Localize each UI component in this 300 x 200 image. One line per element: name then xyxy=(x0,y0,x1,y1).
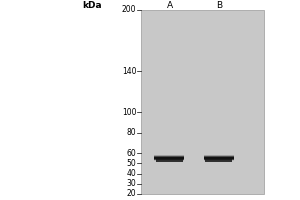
Bar xyxy=(204,155,234,156)
Bar xyxy=(204,158,234,159)
Bar xyxy=(154,157,184,158)
Bar xyxy=(204,156,234,157)
Bar xyxy=(204,160,234,161)
Text: 140: 140 xyxy=(122,67,136,76)
Bar xyxy=(154,155,184,156)
Bar xyxy=(154,159,184,160)
Text: 50: 50 xyxy=(127,159,136,168)
Bar xyxy=(204,159,234,160)
Bar xyxy=(154,158,184,159)
Text: 20: 20 xyxy=(127,190,136,198)
Bar xyxy=(204,160,234,161)
Bar xyxy=(204,158,234,159)
Bar xyxy=(204,156,234,157)
Bar xyxy=(204,159,234,160)
Bar xyxy=(204,159,234,160)
Bar xyxy=(154,158,184,159)
Bar xyxy=(204,156,234,157)
Text: A: A xyxy=(167,1,172,10)
Bar xyxy=(154,159,184,160)
Text: 40: 40 xyxy=(127,169,136,178)
Bar xyxy=(154,158,184,159)
Bar xyxy=(204,157,234,158)
Bar xyxy=(154,158,184,159)
Bar xyxy=(154,155,184,156)
Bar xyxy=(154,157,184,158)
Bar xyxy=(154,156,184,157)
Bar xyxy=(154,160,184,161)
Bar xyxy=(204,155,234,156)
Bar xyxy=(154,160,184,161)
Text: B: B xyxy=(216,1,222,10)
Bar xyxy=(204,157,234,158)
Text: 80: 80 xyxy=(127,128,136,137)
Text: 200: 200 xyxy=(122,5,136,15)
Text: kDa: kDa xyxy=(82,1,102,10)
Text: 60: 60 xyxy=(127,149,136,158)
Bar xyxy=(141,10,264,194)
Bar xyxy=(204,155,234,156)
Bar xyxy=(154,159,184,160)
Text: 100: 100 xyxy=(122,108,136,117)
Text: 30: 30 xyxy=(127,179,136,188)
Bar xyxy=(154,156,184,157)
Bar xyxy=(154,157,184,158)
Bar xyxy=(206,158,233,162)
Bar xyxy=(154,156,184,157)
Bar xyxy=(204,158,234,159)
Bar xyxy=(154,155,184,156)
Bar xyxy=(154,159,184,160)
Bar xyxy=(156,158,183,162)
Bar xyxy=(204,159,234,160)
Bar xyxy=(204,157,234,158)
Bar xyxy=(204,158,234,159)
